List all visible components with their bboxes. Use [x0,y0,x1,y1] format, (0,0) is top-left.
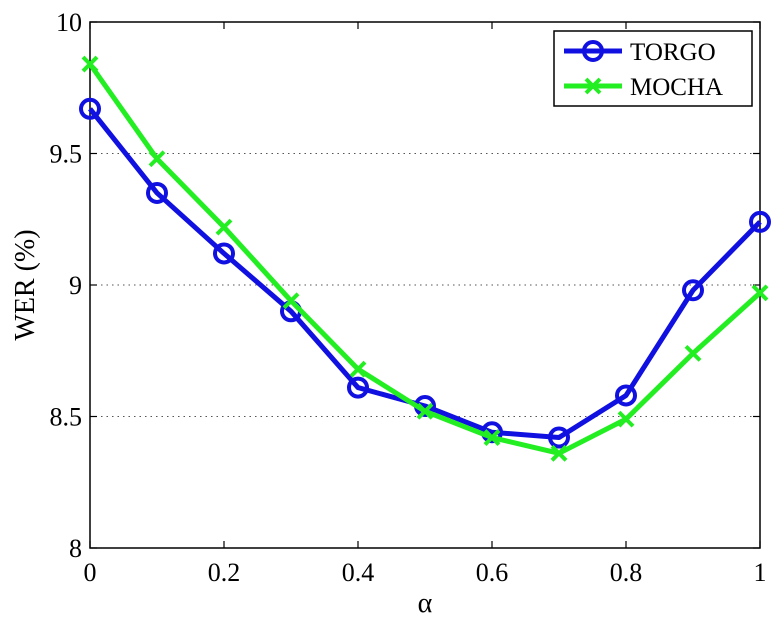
data-point-torgo [79,97,101,120]
axis-ticks: 0 0.2 0.4 0.6 0.8 1 8 8.5 9 9.5 10 [50,8,767,587]
series-line-torgo [88,107,762,441]
data-point-mocha-stroke [617,410,635,428]
data-point-torgo [213,242,235,265]
y-tick-label: 9.5 [50,140,83,169]
data-point-mocha [751,284,769,302]
data-point-mocha [81,55,99,73]
data-point-mocha-stroke [550,444,568,462]
data-point-mocha [349,360,367,378]
data-point-mocha-stroke [349,360,367,378]
series-layer [79,55,771,462]
x-tick-label: 0.6 [476,558,509,587]
data-point-mocha [148,150,166,168]
data-point-mocha [282,292,300,310]
y-tick-label: 10 [56,8,82,37]
data-point-mocha-stroke [215,218,233,236]
x-axis-label: α [418,588,433,618]
data-point-mocha-stroke [81,55,99,73]
legend-marker-mocha [584,77,602,95]
legend-label-torgo: TORGO [630,39,716,66]
y-axis-label: WER (%) [10,229,41,340]
data-point-torgo [749,210,771,233]
data-point-mocha-stroke [483,429,501,446]
data-point-mocha-stroke [148,150,166,168]
x-tick-label: 0.2 [208,558,241,587]
y-tick-label: 8.5 [50,403,83,432]
data-point-mocha [416,402,434,420]
x-tick-label: 0 [84,558,97,587]
legend: TORGO MOCHA [553,30,753,107]
data-point-torgo [146,181,168,204]
y-tick-label: 9 [69,271,82,300]
x-tick-label: 0.4 [342,558,375,587]
data-point-mocha-stroke [684,344,702,362]
data-point-mocha [215,218,233,236]
data-point-mocha-stroke [416,402,434,420]
x-tick-label: 0.8 [610,558,643,587]
data-point-mocha [684,344,702,362]
series-torgo [79,97,771,449]
data-point-mocha [550,444,568,462]
data-point-mocha [617,410,635,428]
data-point-mocha-stroke [282,292,300,310]
data-point-torgo [615,384,637,407]
legend-marker-torgo [582,40,604,62]
data-point-mocha-stroke [751,284,769,302]
data-point-torgo [347,376,369,399]
data-point-torgo [548,426,570,449]
legend-label-mocha: MOCHA [630,74,723,101]
data-point-mocha [483,429,501,446]
data-point-torgo [682,279,704,302]
x-tick-label: 1 [754,558,767,587]
legend-marker-mocha-stroke [584,77,602,95]
series-mocha [81,55,769,462]
y-tick-label: 8 [69,534,82,563]
